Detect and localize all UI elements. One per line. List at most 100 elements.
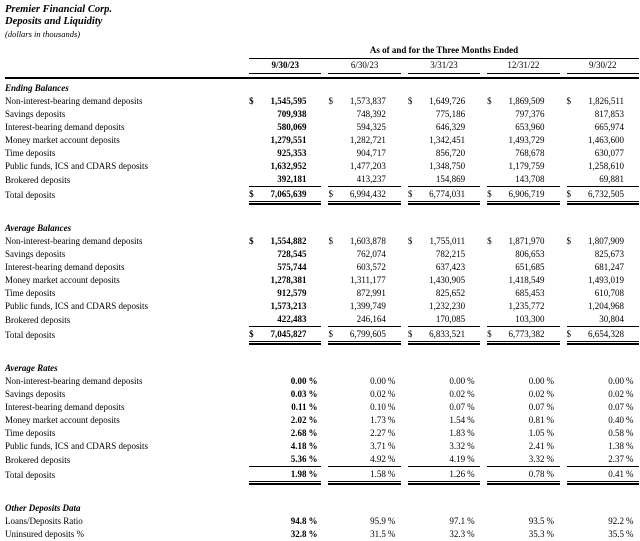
row-label: Interest-bearing demand deposits (5, 122, 125, 132)
cell-3/31/23: 1,348,750 (401, 160, 480, 173)
cell-3/31/23: 782,215 (401, 248, 480, 261)
period-label: 12/31/22 (487, 59, 560, 74)
value-group: 92.2% (567, 515, 639, 528)
value-group: 1,418,549 (487, 274, 559, 287)
percent-symbol: % (387, 402, 396, 412)
value-group: 0.00% (487, 375, 559, 388)
cell-9/30/22: 0.00% (560, 375, 639, 388)
value-group: 1.38% (567, 440, 639, 453)
cell-value: 6,654,328 (588, 329, 624, 339)
cell-value: 1,342,451 (429, 135, 466, 145)
row-label: Savings deposits (5, 249, 66, 259)
currency-symbol: $ (566, 329, 572, 339)
cell-value: 797,376 (515, 109, 545, 119)
cell-3/31/23: 856,720 (401, 147, 480, 160)
cell-value: 1,477,203 (349, 161, 386, 171)
value-group: $6,774,031 (407, 188, 481, 205)
cell-value: 92.2 (608, 516, 624, 526)
cell-value: 97.1 (449, 516, 466, 526)
cell-12/31/22: 1,235,772 (480, 300, 559, 313)
cell-value: 0.00 (608, 376, 624, 386)
currency-symbol: $ (328, 329, 333, 339)
value-group: 97.1% (408, 515, 480, 528)
value-group: 912,579 (249, 287, 321, 300)
value-group: 0.07% (408, 401, 480, 414)
cell-value: 594,325 (356, 122, 386, 132)
period-label: 9/30/23 (249, 59, 322, 74)
spacer-cell (5, 206, 639, 219)
cell-value: 413,237 (356, 174, 386, 184)
percent-symbol: % (467, 516, 475, 526)
percent-symbol: % (626, 402, 634, 412)
table-row: Savings deposits 709,938 748,392 775,186 797… (5, 108, 639, 121)
percent-symbol: % (308, 441, 318, 451)
cell-value: 925,353 (277, 148, 307, 158)
value-group: 1.58% (328, 468, 402, 485)
table-row: Interest-bearing demand deposits 575,744 6… (5, 261, 639, 274)
cell-value: 1,632,952 (270, 161, 307, 171)
cell-9/30/23: 1,279,551 (242, 134, 321, 147)
value-group: 0.00% (408, 375, 480, 388)
row-label: Public funds, ICS and CDARS deposits (5, 161, 149, 171)
cell-6/30/23: 1,282,721 (321, 134, 400, 147)
value-group: $1,869,509 (487, 95, 559, 108)
currency-symbol: $ (407, 329, 413, 339)
value-group: 1,258,610 (567, 160, 639, 173)
value-group: 630,077 (567, 147, 639, 160)
cell-6/30/23: 4.92% (321, 453, 401, 467)
value-group: 422,483 (249, 313, 322, 327)
cell-value: 768,678 (515, 148, 545, 158)
currency-symbol: $ (328, 236, 333, 246)
cell-3/31/23: $6,774,031 (401, 187, 481, 206)
cell-6/30/23: 95.9% (321, 515, 400, 528)
cell-value: 1,807,909 (588, 236, 624, 246)
section-title: Other Deposits Data (5, 503, 81, 513)
percent-symbol: % (387, 415, 396, 425)
percent-symbol: % (546, 415, 555, 425)
cell-value: 35.5 (608, 529, 624, 539)
cell-value: 782,215 (435, 249, 466, 259)
cell-value: 7,045,827 (270, 329, 307, 339)
cell-6/30/23: 1,311,177 (321, 274, 400, 287)
cell-value: 580,069 (277, 122, 307, 132)
percent-symbol: % (626, 454, 634, 464)
percent-symbol: % (387, 454, 396, 464)
cell-value: 1.58 (370, 469, 386, 479)
table-row: Non-interest-bearing demand deposits $1,5… (5, 95, 639, 108)
value-group: 1.26% (407, 468, 481, 485)
cell-value: 0.41 (608, 469, 624, 479)
value-group: 0.02% (408, 388, 480, 401)
value-group: $1,807,909 (567, 235, 639, 248)
cell-3/31/23: 170,085 (401, 313, 481, 327)
cell-value: 32.8 (290, 529, 307, 539)
cell-6/30/23: 0.10% (321, 401, 400, 414)
cell-value: 0.58 (608, 428, 624, 438)
cell-6/30/23: 31.5% (321, 528, 400, 541)
percent-symbol: % (467, 469, 475, 479)
cell-value: 748,392 (356, 109, 386, 119)
cell-value: 2.68 (290, 428, 307, 438)
cell-9/30/23: $7,065,639 (242, 187, 322, 206)
percent-symbol: % (467, 415, 475, 425)
period-spacer (5, 59, 242, 74)
total-row: Total deposits $7,065,639 $6,994,432 $6,774… (5, 187, 640, 206)
cell-6/30/23: $1,573,837 (321, 95, 400, 108)
cell-value: 6,833,521 (429, 329, 466, 339)
value-group: 2.37% (566, 453, 639, 467)
currency-symbol: $ (566, 189, 572, 199)
cell-12/31/22: $6,773,382 (480, 327, 560, 346)
value-group: $6,654,328 (566, 328, 640, 345)
cell-value: 0.03 (290, 389, 307, 399)
cell-value: 806,653 (515, 249, 545, 259)
cell-12/31/22: 0.78% (480, 467, 560, 486)
row-label: Interest-bearing demand deposits (5, 262, 125, 272)
cell-value: 1,232,230 (429, 301, 466, 311)
cell-9/30/22: 665,974 (560, 121, 639, 134)
value-group: 0.40% (567, 414, 639, 427)
value-group: 685,453 (487, 287, 559, 300)
cell-3/31/23: 32.3% (401, 528, 480, 541)
cell-value: 912,579 (277, 288, 307, 298)
value-group: 762,074 (328, 248, 400, 261)
percent-symbol: % (308, 529, 318, 539)
cell-12/31/22: 103,300 (480, 313, 560, 327)
